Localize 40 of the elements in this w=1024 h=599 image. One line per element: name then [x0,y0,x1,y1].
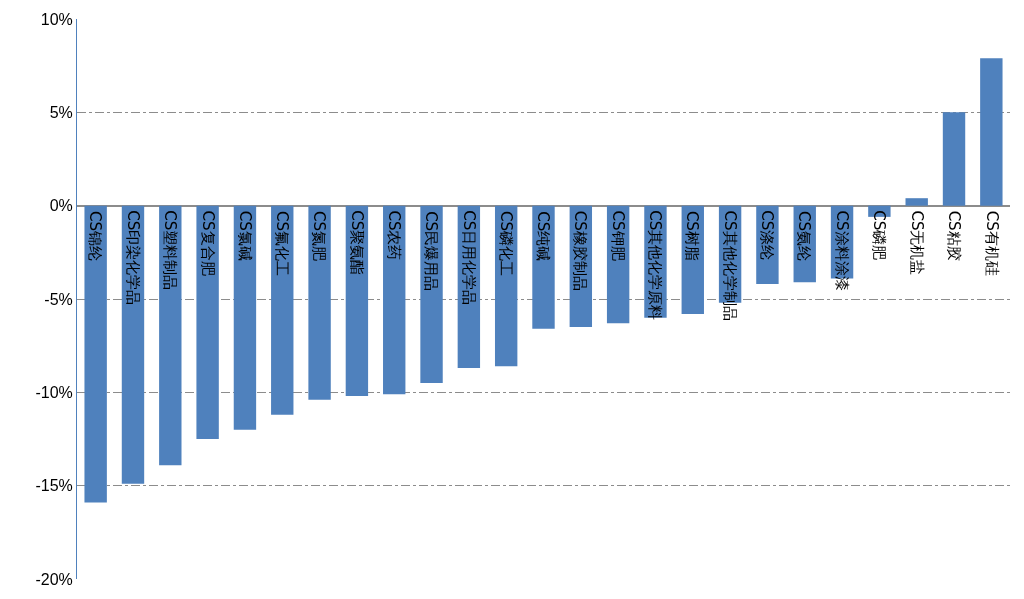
x-tick-label: CS橡胶制品 [571,210,590,291]
x-tick-label: CS氨纶 [795,210,814,261]
y-tick-label: -10% [35,383,73,401]
x-tick-label: CS磷肥 [870,210,889,261]
x-tick-label: CS氯碱 [235,210,254,261]
x-tick-label: CS复合肥 [198,210,217,276]
x-tick-label: CS无机盐 [907,210,926,276]
bar [980,58,1003,206]
x-tick-label: CS民爆用品 [422,211,441,292]
x-tick-label: CS纯碱 [534,211,553,262]
y-tick-label: 5% [49,103,73,121]
bar [159,205,182,466]
y-tick-label: -5% [44,290,73,308]
x-tick-label: CS锦纶 [86,211,105,262]
bar [196,205,219,439]
x-tick-label: CS聚氨酯 [348,210,367,276]
x-tick-label: CS其他化学制品 [720,210,739,321]
x-tick-label: CS其他化学原料 [646,210,665,321]
x-tick-label: CS氟化工 [273,210,292,276]
y-tick-label: 10% [40,10,73,28]
x-tick-label: CS粘胶 [944,210,963,261]
x-tick-label: CS磷化工 [497,210,516,276]
x-tick-label: CS钾肥 [608,210,627,261]
bar [905,198,928,206]
bar [308,205,331,400]
x-tick-label: CS日用化学品 [460,210,479,306]
x-tick-label: CS涤纶 [758,210,777,261]
x-tick-label: CS农药 [384,210,403,261]
x-tick-label: CS塑料制品 [160,210,179,291]
x-tick-label: CS印染化学品 [124,210,143,306]
x-tick-label: CS树脂 [683,210,702,261]
bar [84,205,107,503]
y-tick-label: 0% [49,197,73,215]
bar [942,112,966,206]
x-tick-label: CS氮肥 [310,211,329,262]
x-tick-label: CS有机硅 [982,210,1001,276]
y-tick-label: -20% [35,570,73,588]
bar [233,205,257,430]
x-tick-label: CS涂料涂漆 [832,210,851,291]
y-tick-label: -15% [35,477,73,495]
